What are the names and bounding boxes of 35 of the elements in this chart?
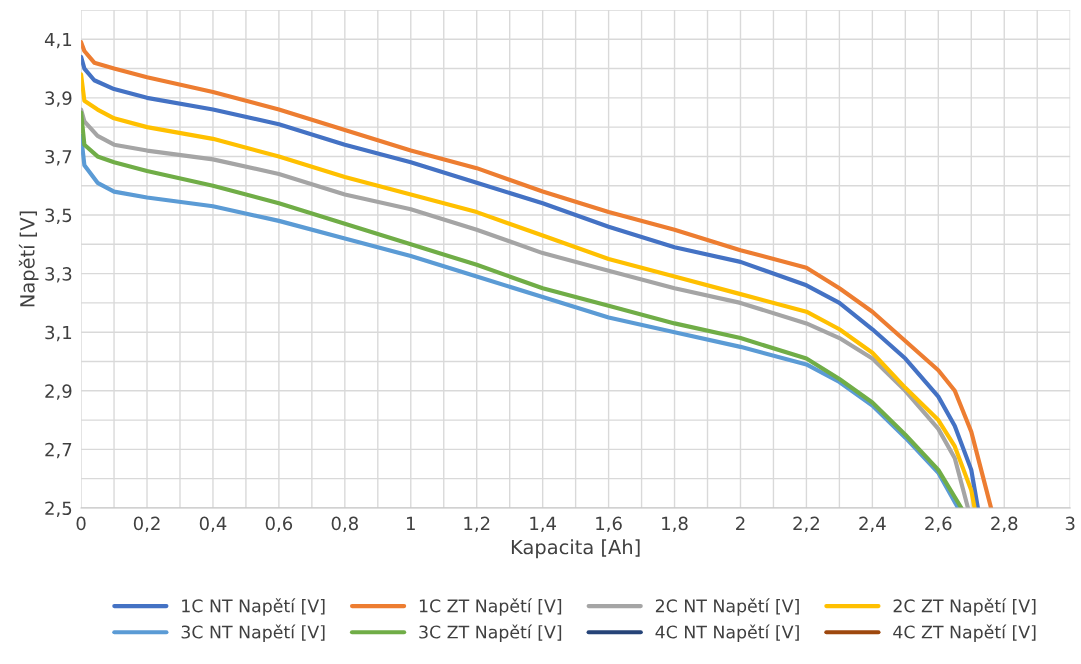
x-tick-label: 0,6 (265, 516, 293, 533)
x-tick-label: 3 (1065, 516, 1075, 531)
x-tick-label: 1,8 (662, 516, 688, 533)
y-tick-label: 3,1 (45, 325, 72, 342)
legend-label: 2C ZT Napětí [V] (893, 598, 1036, 616)
y-tick-label: 3,5 (45, 208, 72, 224)
x-tick-label: 0,4 (199, 516, 227, 533)
x-tick-label: 0 (76, 516, 86, 531)
x-tick-label: 2 (736, 516, 745, 531)
legend-label: 1C NT Napětí [V] (182, 598, 325, 616)
y-tick-label: 3,7 (45, 149, 72, 166)
x-tick-label: 1 (407, 516, 415, 531)
x-tick-label: 0,8 (331, 516, 358, 533)
legend-label: 3C NT Napětí [V] (181, 624, 325, 642)
y-tick-label: 2,7 (45, 442, 72, 459)
legend-label: 4C ZT Napětí [V] (893, 624, 1036, 642)
x-tick-label: 1,4 (530, 516, 557, 533)
x-axis-title: Kapacita [Ah] (511, 539, 640, 559)
y-tick-label: 3,3 (45, 267, 72, 283)
legend-label: 4C NT Napětí [V] (655, 624, 799, 642)
y-tick-label: 4,1 (44, 32, 72, 49)
y-axis-title: Napětí [V] (18, 211, 39, 307)
y-tick-label: 2,9 (45, 384, 72, 400)
x-tick-label: 2,2 (793, 516, 819, 533)
legend-label: 2C NT Napětí [V] (655, 598, 799, 616)
x-tick-label: 0,2 (133, 516, 160, 533)
legend-label: 3C ZT Napětí [V] (419, 624, 562, 642)
x-tick-label: 1,2 (464, 516, 490, 533)
legend-label: 1C ZT Napětí [V] (419, 598, 562, 616)
x-tick-label: 2,8 (991, 516, 1018, 533)
y-tick-label: 3,9 (45, 91, 72, 107)
y-tick-label: 2,5 (45, 501, 72, 517)
x-tick-label: 2,4 (859, 516, 886, 533)
x-tick-label: 2,6 (925, 516, 952, 533)
x-tick-label: 1,6 (596, 516, 622, 533)
